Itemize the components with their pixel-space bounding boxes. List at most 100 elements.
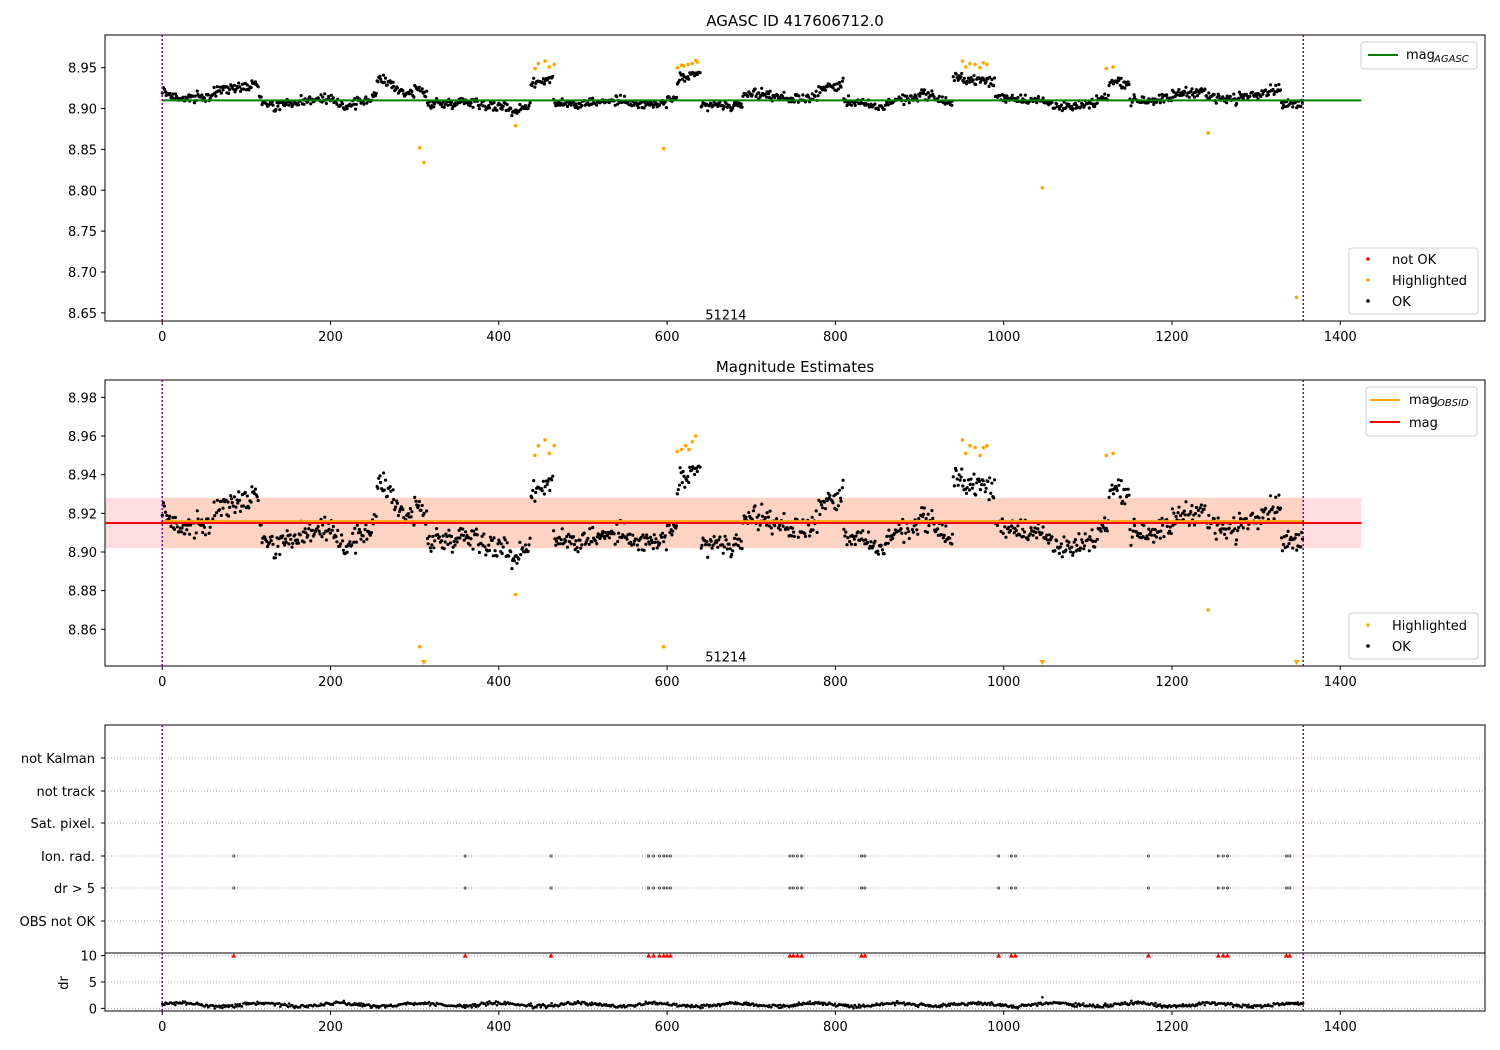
ok-point — [414, 499, 418, 503]
ok-point — [540, 489, 544, 493]
ok-point — [911, 530, 916, 534]
ok-point — [523, 543, 528, 547]
flag-point — [463, 854, 467, 858]
highlighted-point — [690, 61, 695, 66]
ok-point — [361, 534, 365, 538]
dr-point — [212, 1004, 215, 1008]
dr-point — [857, 1003, 861, 1006]
ok-point — [635, 101, 639, 105]
dr-point — [734, 1000, 737, 1004]
y-tick-label: 8.86 — [68, 623, 97, 638]
dr-point — [699, 1006, 702, 1010]
dr-gt-5-marker — [664, 953, 670, 958]
flag-label-dr-gt-5: dr > 5 — [54, 882, 95, 897]
ok-point — [995, 523, 1000, 528]
ok-point — [1190, 504, 1194, 508]
ok-point — [179, 530, 183, 534]
ok-point — [340, 533, 344, 537]
ok-point — [183, 532, 187, 536]
ok-point — [710, 546, 714, 550]
ok-point — [1086, 537, 1090, 541]
ok-point — [839, 499, 843, 503]
dr-point — [234, 1003, 237, 1006]
dr-point — [852, 1007, 855, 1010]
agasc-plot-area: 0 200 400 600 800 1000 1200 1400 8.65 8.70 8.75 8.8… — [68, 34, 1486, 345]
ok-point — [882, 107, 886, 111]
ok-point — [1041, 525, 1045, 529]
dr-point — [278, 1001, 281, 1005]
ok-point — [203, 533, 208, 537]
ok-point — [770, 532, 774, 536]
highlighted-point — [552, 62, 557, 67]
ok-point — [927, 524, 931, 528]
ok-point — [548, 488, 552, 493]
ok-point — [453, 543, 457, 547]
ok-point — [195, 509, 199, 513]
ok-point — [316, 524, 320, 529]
highlighted-point — [682, 64, 686, 68]
ok-point — [468, 543, 472, 547]
ok-point — [406, 511, 410, 516]
ok-point — [884, 541, 888, 546]
ok-point — [465, 533, 469, 538]
flag-point — [1221, 854, 1225, 858]
legend-marker — [1366, 623, 1370, 627]
ok-point — [338, 544, 342, 548]
ok-point — [1082, 547, 1086, 551]
x-tick-label: 200 — [318, 1020, 343, 1035]
dr-point — [539, 1005, 542, 1009]
dr-gt-5-marker — [657, 953, 663, 958]
highlighted-point — [695, 60, 700, 64]
ok-point — [1059, 542, 1063, 546]
ok-point — [906, 527, 910, 531]
ok-point — [487, 543, 491, 547]
ok-point — [1152, 540, 1156, 544]
ok-point — [1280, 106, 1284, 110]
ok-point — [1169, 531, 1173, 536]
ok-point — [1234, 542, 1238, 546]
ok-point — [1151, 527, 1155, 531]
ok-point — [255, 495, 259, 499]
ok-point — [1250, 90, 1255, 94]
ok-point — [706, 109, 710, 113]
dr-gt-5-marker — [787, 953, 793, 958]
dr-point — [502, 1002, 505, 1006]
ok-point — [849, 542, 854, 546]
ok-point — [469, 537, 473, 541]
ok-point — [992, 84, 996, 88]
ok-point — [616, 102, 620, 106]
ok-point — [1093, 104, 1097, 109]
ok-point — [352, 540, 356, 544]
ok-point — [412, 95, 416, 99]
ok-point — [922, 88, 927, 92]
ok-point — [987, 84, 991, 88]
ok-point — [1087, 549, 1091, 553]
dr-gt-5-marker — [462, 953, 468, 958]
ok-point — [1116, 76, 1120, 80]
ok-point — [1115, 81, 1119, 85]
ok-point — [446, 103, 450, 107]
ok-point — [961, 484, 965, 488]
ok-point — [791, 526, 795, 530]
ok-point — [1280, 101, 1284, 105]
ok-point — [1098, 526, 1102, 531]
dr-gt-5-marker — [646, 953, 652, 958]
ok-point — [990, 77, 994, 82]
legend-label-mag: mag — [1409, 416, 1438, 431]
ok-point — [548, 81, 552, 85]
ok-point — [1193, 90, 1198, 94]
ok-point — [716, 104, 720, 109]
ok-point — [852, 537, 856, 541]
ok-point — [1189, 510, 1193, 514]
ok-point — [345, 550, 349, 554]
ok-point — [173, 515, 178, 520]
ok-point — [717, 538, 721, 542]
ok-point — [236, 501, 240, 505]
ok-point — [1093, 539, 1097, 544]
dr-axis-label: dr — [57, 976, 72, 990]
ok-point — [552, 529, 556, 533]
ok-point — [554, 543, 558, 547]
ok-point — [1029, 526, 1033, 530]
ok-point — [526, 549, 530, 554]
ok-point — [629, 540, 633, 544]
